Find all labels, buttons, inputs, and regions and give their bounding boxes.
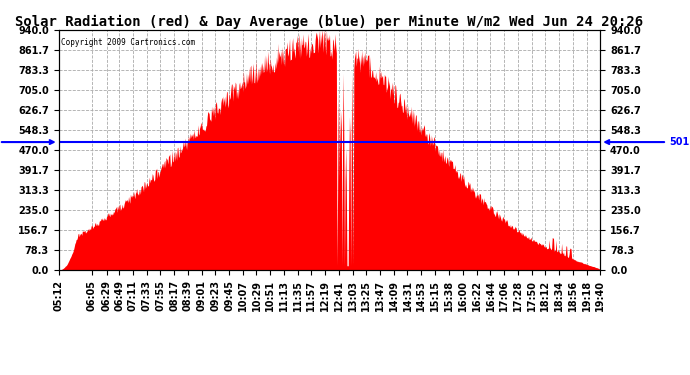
Title: Solar Radiation (red) & Day Average (blue) per Minute W/m2 Wed Jun 24 20:26: Solar Radiation (red) & Day Average (blu… xyxy=(15,15,644,29)
Text: Copyright 2009 Cartronics.com: Copyright 2009 Cartronics.com xyxy=(61,38,195,47)
Text: 501.07: 501.07 xyxy=(605,137,690,147)
Text: 501.07: 501.07 xyxy=(0,137,54,147)
